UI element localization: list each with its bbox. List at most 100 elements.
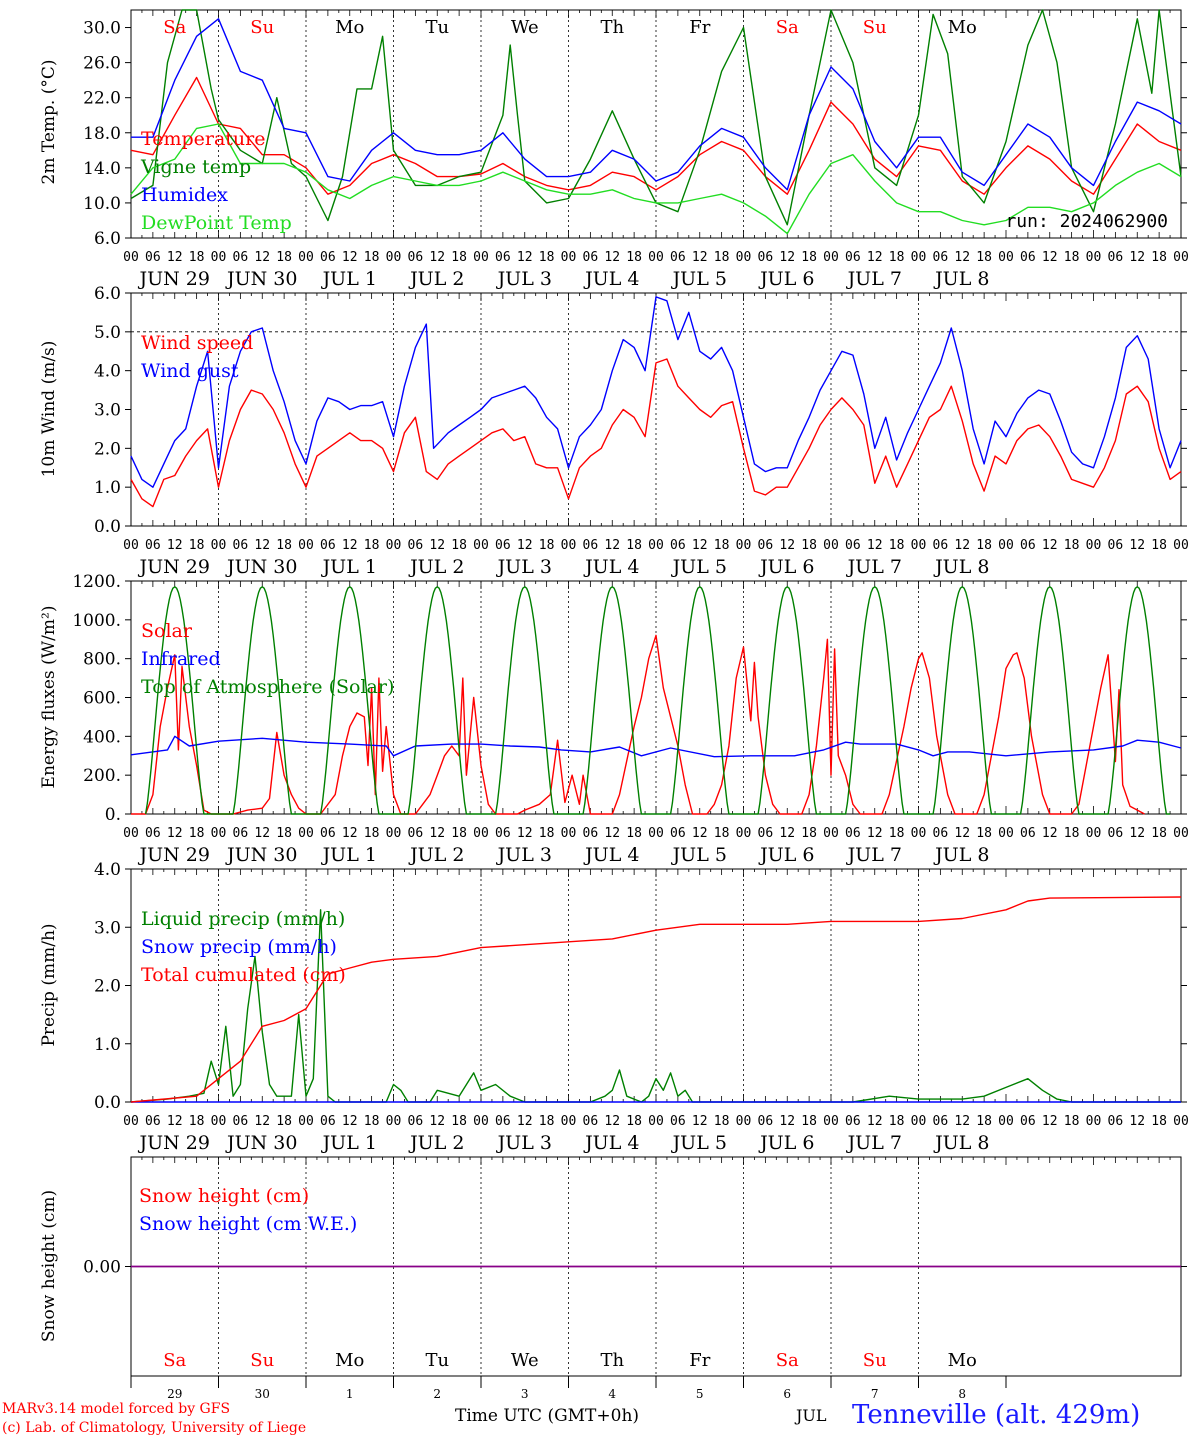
hour-tick-label: 06 bbox=[1108, 538, 1124, 553]
hour-tick-label: 06 bbox=[758, 538, 774, 553]
hour-tick-label: 00 bbox=[386, 538, 402, 553]
hour-tick-label: 18 bbox=[626, 538, 642, 553]
series-wind-speed bbox=[130, 358, 1182, 508]
hour-tick-label: 06 bbox=[320, 250, 336, 265]
hour-tick-label: 18 bbox=[276, 538, 292, 553]
bottom-day-number: 29 bbox=[167, 1387, 182, 1401]
hour-tick-label: 06 bbox=[495, 826, 511, 841]
hour-tick-label: 18 bbox=[189, 538, 205, 553]
date-label: JUL 3 bbox=[496, 844, 552, 866]
hour-tick-label: 06 bbox=[495, 1114, 511, 1129]
series-infrared bbox=[130, 735, 1182, 758]
hour-tick-label: 18 bbox=[451, 250, 467, 265]
hour-tick-label: 12 bbox=[779, 826, 795, 841]
weekday-label: Tu bbox=[425, 17, 449, 38]
hour-tick-label: 12 bbox=[254, 826, 270, 841]
bottom-weekday-label: We bbox=[511, 1350, 539, 1371]
series-total-cumulated-cm- bbox=[130, 896, 1182, 1103]
legend-entry: DewPoint Temp bbox=[141, 212, 292, 234]
hour-tick-label: 06 bbox=[1108, 250, 1124, 265]
date-label: JUN 30 bbox=[225, 556, 297, 578]
hour-tick-label: 18 bbox=[889, 250, 905, 265]
series-liquid-precip-mm-h- bbox=[130, 909, 1181, 1103]
legend-entry: Wind speed bbox=[141, 332, 253, 354]
hour-tick-label: 00 bbox=[736, 1114, 752, 1129]
hour-tick-label: 18 bbox=[626, 1114, 642, 1129]
hour-tick-label: 12 bbox=[604, 250, 620, 265]
hour-tick-label: 06 bbox=[758, 1114, 774, 1129]
weekday-label: Mo bbox=[335, 17, 364, 38]
y-tick-label: 3.0 bbox=[94, 401, 121, 421]
hour-tick-label: 00 bbox=[298, 1114, 314, 1129]
bottom-day-number: 3 bbox=[521, 1387, 529, 1401]
bottom-weekday-label: Fr bbox=[689, 1350, 710, 1371]
hour-tick-label: 18 bbox=[451, 1114, 467, 1129]
hour-tick-label: 06 bbox=[583, 250, 599, 265]
bottom-weekday-label: Su bbox=[250, 1350, 274, 1371]
hour-tick-label: 00 bbox=[211, 250, 227, 265]
date-label: JUL 7 bbox=[846, 844, 902, 866]
hour-tick-label: 12 bbox=[954, 538, 970, 553]
date-label: JUL 4 bbox=[583, 268, 639, 290]
hour-tick-label: 06 bbox=[408, 826, 424, 841]
hour-tick-label: 06 bbox=[145, 538, 161, 553]
hour-tick-label: 12 bbox=[954, 1114, 970, 1129]
hour-tick-label: 00 bbox=[823, 826, 839, 841]
hour-tick-label: 18 bbox=[1151, 250, 1167, 265]
hour-tick-label: 00 bbox=[1173, 826, 1189, 841]
hour-tick-label: 00 bbox=[1173, 250, 1189, 265]
hour-tick-label: 06 bbox=[1020, 538, 1036, 553]
hour-tick-label: 12 bbox=[342, 1114, 358, 1129]
hour-tick-label: 00 bbox=[123, 1114, 139, 1129]
location-label: Tenneville (alt. 429m) bbox=[852, 1400, 1141, 1430]
hour-tick-label: 12 bbox=[867, 1114, 883, 1129]
bottom-weekday-label: Mo bbox=[948, 1350, 977, 1371]
hour-tick-label: 00 bbox=[386, 1114, 402, 1129]
hour-tick-label: 12 bbox=[779, 538, 795, 553]
hour-tick-label: 12 bbox=[342, 250, 358, 265]
date-label: JUL 3 bbox=[496, 1132, 552, 1154]
hour-tick-label: 18 bbox=[1064, 1114, 1080, 1129]
legend-entry: Snow height (cm) bbox=[139, 1185, 309, 1207]
hour-tick-label: 00 bbox=[736, 538, 752, 553]
date-label: JUL 1 bbox=[321, 268, 377, 290]
hour-tick-label: 18 bbox=[189, 250, 205, 265]
hour-tick-label: 18 bbox=[276, 826, 292, 841]
y-tick-label: 2.0 bbox=[94, 439, 121, 459]
series-temperature bbox=[130, 76, 1182, 195]
hour-tick-label: 18 bbox=[976, 826, 992, 841]
hour-tick-label: 12 bbox=[1129, 1114, 1145, 1129]
hour-tick-label: 00 bbox=[473, 538, 489, 553]
hour-tick-label: 12 bbox=[692, 538, 708, 553]
hour-tick-label: 18 bbox=[801, 1114, 817, 1129]
date-label: JUL 3 bbox=[496, 556, 552, 578]
bottom-weekday-label: Sa bbox=[776, 1350, 799, 1371]
hour-tick-label: 06 bbox=[845, 538, 861, 553]
y-axis-label: Precip (mm/h) bbox=[39, 923, 59, 1046]
hour-tick-label: 12 bbox=[429, 826, 445, 841]
legend-entry: Vigne temp bbox=[140, 156, 251, 178]
y-tick-label: 0.00 bbox=[83, 1258, 121, 1278]
hour-tick-label: 06 bbox=[758, 250, 774, 265]
bottom-weekday-label: Th bbox=[600, 1350, 624, 1371]
legend-entry: Snow precip (mm/h) bbox=[141, 936, 337, 958]
hour-tick-label: 00 bbox=[298, 538, 314, 553]
hour-tick-label: 00 bbox=[123, 250, 139, 265]
hour-tick-label: 06 bbox=[145, 1114, 161, 1129]
hour-tick-label: 00 bbox=[648, 250, 664, 265]
hour-tick-label: 12 bbox=[692, 250, 708, 265]
legend-entry: Temperature bbox=[141, 128, 265, 150]
hour-tick-label: 00 bbox=[823, 538, 839, 553]
hour-tick-label: 00 bbox=[123, 826, 139, 841]
hour-tick-label: 06 bbox=[670, 1114, 686, 1129]
hour-tick-label: 00 bbox=[823, 250, 839, 265]
y-tick-label: 1.0 bbox=[94, 478, 121, 498]
hour-tick-label: 12 bbox=[1042, 250, 1058, 265]
date-label: JUN 30 bbox=[225, 268, 297, 290]
hour-tick-label: 12 bbox=[167, 250, 183, 265]
hour-tick-label: 00 bbox=[911, 538, 927, 553]
y-axis-label: 10m Wind (m/s) bbox=[39, 341, 59, 478]
hour-tick-label: 18 bbox=[714, 1114, 730, 1129]
bottom-weekday-label: Tu bbox=[425, 1350, 449, 1371]
